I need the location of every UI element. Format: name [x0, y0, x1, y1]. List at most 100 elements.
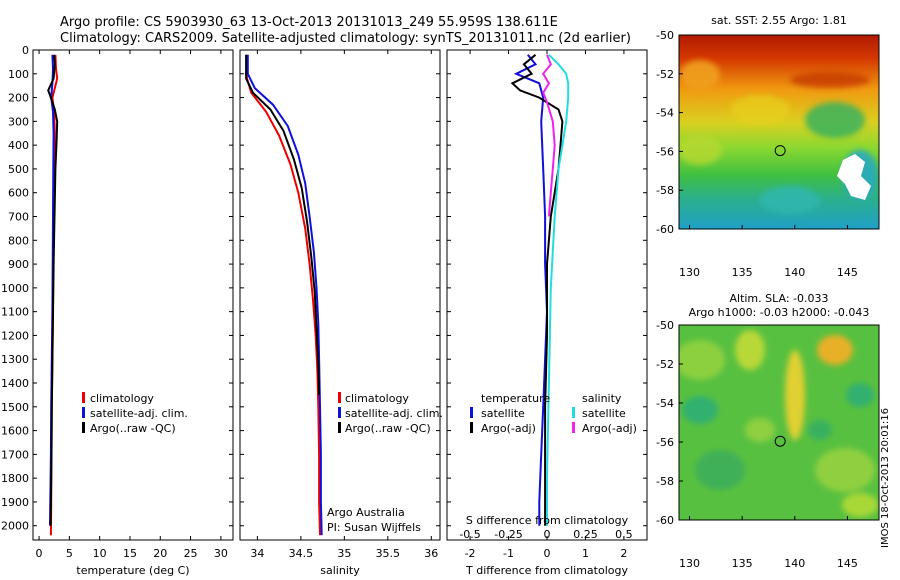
map-x-tick-label: 130 — [679, 266, 700, 279]
depth-tick-label: 1500 — [1, 401, 29, 414]
map-y-tick-label: -58 — [656, 475, 674, 488]
legend-salinity-heading: salinity — [582, 392, 622, 405]
depth-tick-label: 1800 — [1, 472, 29, 485]
legend-satellite-adj: satellite-adj. clim. — [345, 407, 443, 420]
legend-climatology: climatology — [90, 392, 154, 405]
x-tick-label: 0 — [544, 547, 551, 560]
depth-tick-label: 1900 — [1, 496, 29, 509]
legend-s-satellite: satellite — [582, 407, 626, 420]
imos-watermark: IMOS 18-Oct-2013 20:01:16 — [880, 408, 891, 548]
map-x-tick-label: 135 — [732, 557, 753, 570]
x-tick-label: 34 — [250, 547, 264, 560]
s-difference-tick-label: -0.5 — [459, 528, 480, 541]
header-line-2: Climatology: CARS2009. Satellite-adjuste… — [60, 31, 631, 46]
legend-climatology: climatology — [345, 392, 409, 405]
depth-tick-label: 1700 — [1, 448, 29, 461]
depth-tick-label: 1200 — [1, 329, 29, 342]
depth-tick-label: 500 — [8, 163, 29, 176]
map-y-tick-label: -54 — [656, 107, 674, 120]
map-x-tick-label: 145 — [837, 266, 858, 279]
series-line-satellite-adj-clim- — [246, 54, 323, 536]
x-tick-label: -2 — [465, 547, 476, 560]
series-line-argo-adj- — [541, 54, 556, 217]
sla-heatmap — [679, 325, 879, 520]
depth-tick-label: 700 — [8, 211, 29, 224]
map-y-tick-label: -58 — [656, 184, 674, 197]
legend-temperature-heading: temperature — [481, 392, 550, 405]
legend-marker-climatology — [338, 392, 341, 403]
s-difference-tick-label: -0.25 — [494, 528, 522, 541]
series-line-argo-adj- — [510, 54, 564, 526]
series-line-satellite — [513, 54, 549, 526]
x-tick-label: 34.5 — [289, 547, 314, 560]
map-y-tick-label: -56 — [656, 436, 674, 449]
depth-tick-label: 600 — [8, 187, 29, 200]
map-y-tick-label: -50 — [656, 29, 674, 42]
s-difference-tick-label: 0 — [544, 528, 551, 541]
depth-tick-label: 1400 — [1, 377, 29, 390]
x-tick-label: 25 — [184, 547, 198, 560]
map-x-tick-label: 135 — [732, 266, 753, 279]
x-tick-label: 35 — [337, 547, 351, 560]
header-line-1: Argo profile: CS 5903930_63 13-Oct-2013 … — [60, 15, 558, 30]
depth-tick-label: 800 — [8, 234, 29, 247]
pi-label: PI: Susan Wijffels — [327, 521, 421, 534]
legend-marker-s-satellite — [572, 407, 575, 418]
x-tick-label: 36 — [424, 547, 438, 560]
s-difference-xlabel: S difference from climatology — [466, 514, 629, 527]
legend-marker-argo — [338, 422, 341, 433]
sla-profile-marker — [774, 435, 786, 447]
x-tick-label: 2 — [620, 547, 627, 560]
legend-t-argo: Argo(-adj) — [481, 422, 536, 435]
map-y-tick-label: -56 — [656, 145, 674, 158]
sst-axes: 130 135 140 145 -50 -52 -54 -56 -58 -60 — [656, 29, 858, 279]
temperature-plot: 0 5 10 15 20 25 30 — [36, 50, 228, 560]
difference-plot: -2 -1 0 1 2 -0.5 -0.25 0 0.25 0.5 — [459, 50, 633, 560]
depth-tick-label: 400 — [8, 139, 29, 152]
salinity-panel-frame — [239, 49, 441, 541]
x-tick-label: 1 — [582, 547, 589, 560]
depth-tick-label: 1100 — [1, 306, 29, 319]
sla-axes: 130 135 140 145 -50 -52 -54 -56 -58 -60 — [656, 319, 858, 570]
map-y-tick-label: -52 — [656, 358, 674, 371]
series-line-argo-raw-qc- — [245, 54, 321, 395]
depth-tick-label: 300 — [8, 115, 29, 128]
legend-argo: Argo(..raw -QC) — [90, 422, 176, 435]
difference-legend: temperature satellite Argo(-adj) salinit… — [470, 392, 637, 435]
depth-tick-label: 1000 — [1, 282, 29, 295]
x-tick-label: 30 — [214, 547, 228, 560]
legend-s-argo: Argo(-adj) — [582, 422, 637, 435]
legend-marker-satellite — [338, 407, 341, 418]
sla-map-subtitle: Argo h1000: -0.03 h2000: -0.043 — [689, 306, 870, 319]
temperature-legend: climatology satellite-adj. clim. Argo(..… — [82, 392, 188, 435]
depth-tick-label: 1300 — [1, 353, 29, 366]
legend-marker-s-argo — [572, 422, 575, 433]
series-line-satellite — [546, 54, 570, 526]
map-y-tick-label: -50 — [656, 319, 674, 332]
legend-marker-t-argo — [470, 422, 473, 433]
salinity-legend: climatology satellite-adj. clim. Argo(..… — [338, 392, 443, 435]
x-tick-label: 15 — [123, 547, 137, 560]
depth-tick-label: 900 — [8, 258, 29, 271]
s-difference-tick-label: 0.5 — [615, 528, 633, 541]
x-tick-label: 20 — [153, 547, 167, 560]
legend-satellite-adj: satellite-adj. clim. — [90, 407, 188, 420]
depth-tick-label: 100 — [8, 68, 29, 81]
sst-map-frame — [678, 34, 880, 230]
salinity-xlabel: salinity — [320, 564, 360, 577]
depth-tick-label: 2000 — [1, 520, 29, 533]
legend-marker-argo — [82, 422, 85, 433]
map-x-tick-label: 140 — [784, 557, 805, 570]
map-y-tick-label: -60 — [656, 514, 674, 527]
series-line-climatology — [246, 54, 321, 536]
temperature-xlabel: temperature (deg C) — [76, 564, 189, 577]
map-x-tick-label: 145 — [837, 557, 858, 570]
legend-t-satellite: satellite — [481, 407, 525, 420]
x-tick-label: 10 — [93, 547, 107, 560]
map-x-tick-label: 130 — [679, 557, 700, 570]
depth-tick-label: 1600 — [1, 425, 29, 438]
map-y-tick-label: -52 — [656, 68, 674, 81]
t-difference-xlabel: T difference from climatology — [465, 564, 628, 577]
sst-heatmap — [679, 35, 879, 229]
